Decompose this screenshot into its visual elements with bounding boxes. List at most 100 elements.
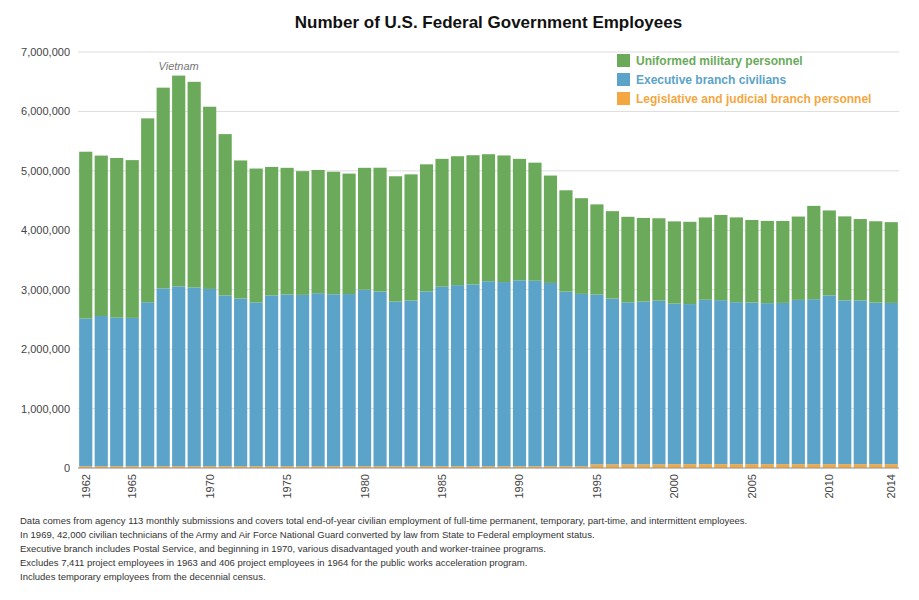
y-tick-label: 7,000,000: [21, 46, 70, 58]
bar-segment: [668, 221, 681, 303]
bar-segment: [296, 295, 309, 466]
bar-segment: [281, 168, 294, 295]
bar-segment: [528, 163, 541, 281]
bar-segment: [823, 210, 836, 295]
bar-segment: [761, 464, 774, 468]
bar-segment: [854, 300, 867, 464]
bar-segment: [482, 281, 495, 466]
bar-segment: [745, 220, 758, 303]
bar-segment: [373, 291, 386, 466]
bar-segment: [234, 160, 247, 298]
footnote: Data comes from agency 113 monthly submi…: [20, 515, 747, 526]
bar-segment: [451, 285, 464, 466]
x-tick-label: 2014: [885, 474, 897, 498]
footnote: Includes temporary employees from the de…: [20, 571, 266, 582]
footnote: In 1969, 42,000 civilian technicians of …: [20, 529, 595, 540]
y-tick-label: 4,000,000: [21, 224, 70, 236]
bar-segment: [823, 295, 836, 464]
bar-segment: [745, 302, 758, 464]
x-tick-label: 2000: [668, 474, 680, 498]
bar-segment: [590, 204, 603, 294]
bar-segment: [575, 294, 588, 466]
chart: 0 1,000,000 2,000,000 3,000,000 4,000,000 5,0…: [0, 0, 919, 600]
bar-segment: [435, 287, 448, 467]
legend-swatch: [617, 92, 630, 105]
bar-segment: [668, 464, 681, 468]
bar-segment: [668, 304, 681, 465]
bar-segment: [621, 464, 634, 468]
bar-segment: [838, 464, 851, 468]
x-tick-label: 1965: [126, 474, 138, 498]
bar-segment: [714, 215, 727, 300]
bar-segment: [95, 316, 108, 466]
bar-segment: [126, 160, 139, 318]
y-tick-label: 1,000,000: [21, 403, 70, 415]
grid-line: [78, 52, 899, 53]
bar-segment: [513, 159, 526, 280]
bar-segment: [389, 302, 402, 467]
bar-segment: [652, 464, 665, 468]
bar-segment: [637, 302, 650, 465]
y-tick-label: 5,000,000: [21, 165, 70, 177]
bar-segment: [823, 464, 836, 468]
bar-segment: [312, 293, 325, 466]
bar-segment: [807, 206, 820, 299]
bar-segment: [250, 302, 263, 466]
bar-segment: [606, 299, 619, 465]
bar-segment: [745, 464, 758, 468]
bar-segment: [497, 282, 510, 466]
bar-segment: [606, 211, 619, 298]
y-tick-label: 2,000,000: [21, 343, 70, 355]
title: Number of U.S. Federal Government Employ…: [295, 13, 682, 32]
bar-segment: [404, 301, 417, 467]
bar-segment: [854, 219, 867, 300]
bar-segment: [126, 318, 139, 466]
bar-segment: [327, 294, 340, 466]
bar-segment: [219, 134, 232, 295]
bar-segment: [838, 216, 851, 300]
bar-segment: [188, 82, 201, 288]
annotation: Vietnam: [159, 60, 199, 72]
x-axis-line: [78, 468, 899, 469]
bar-segment: [683, 464, 696, 468]
bar-segment: [544, 176, 557, 283]
bar-segment: [79, 152, 92, 319]
bar-segment: [699, 300, 712, 464]
bar-segment: [807, 464, 820, 468]
bar-segment: [590, 464, 603, 468]
y-tick-label: 0: [64, 462, 70, 474]
footnotes: Data comes from agency 113 monthly submi…: [20, 515, 747, 582]
bar-segment: [776, 221, 789, 303]
bar-segment: [420, 291, 433, 466]
bar-segment: [885, 303, 898, 464]
bar-segment: [854, 464, 867, 468]
bar-segment: [621, 217, 634, 303]
bar-segment: [482, 154, 495, 281]
bar-segment: [559, 292, 572, 467]
x-tick-label: 1980: [359, 474, 371, 498]
bar-segment: [203, 107, 216, 289]
bar-segment: [110, 318, 123, 467]
bar-segment: [559, 190, 572, 291]
bar-segment: [869, 221, 882, 302]
legend-label: Legislative and judicial branch personne…: [636, 92, 871, 106]
bar-segment: [683, 304, 696, 464]
bar-segment: [312, 170, 325, 293]
bar-segment: [141, 302, 154, 466]
bar-segment: [404, 174, 417, 300]
bar-segment: [172, 76, 185, 287]
bar-segment: [885, 464, 898, 468]
bar-segment: [807, 299, 820, 464]
bar-segment: [389, 176, 402, 301]
bar-segment: [637, 464, 650, 468]
y-tick-label: 3,000,000: [21, 284, 70, 296]
bar-segment: [188, 287, 201, 466]
bar-segment: [730, 464, 743, 468]
x-tick-label: 1990: [513, 474, 525, 498]
legend: Uniformed military personnelExecutive br…: [617, 54, 871, 106]
bar-segment: [343, 174, 356, 294]
x-tick-label: 1995: [591, 474, 603, 498]
bar-segment: [544, 283, 557, 466]
bar-segment: [528, 281, 541, 466]
grid-line: [78, 111, 899, 112]
